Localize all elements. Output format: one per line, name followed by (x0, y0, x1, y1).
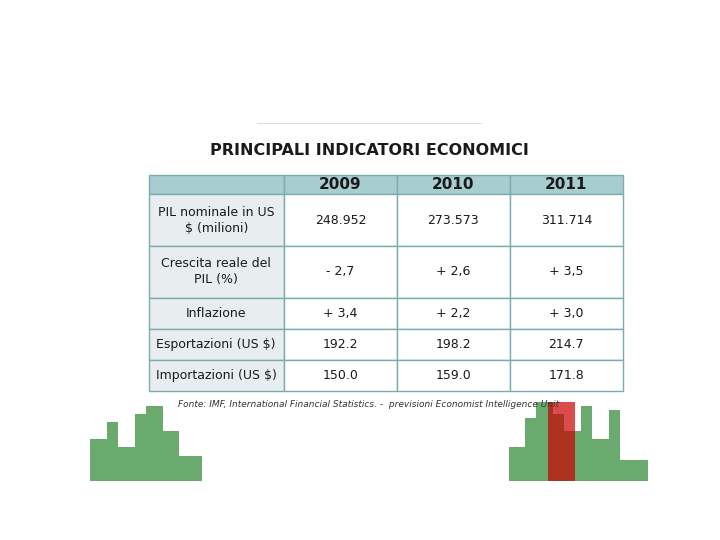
Text: Inflazione: Inflazione (186, 307, 246, 320)
Bar (148, 329, 284, 360)
Polygon shape (508, 402, 648, 481)
Text: 171.8: 171.8 (549, 369, 584, 382)
Bar (510, 298, 623, 329)
Bar (510, 175, 623, 194)
Text: 273.573: 273.573 (428, 214, 480, 227)
Text: + 3,4: + 3,4 (323, 307, 358, 320)
Bar (397, 194, 510, 246)
Text: 198.2: 198.2 (436, 338, 471, 351)
Text: Fonte: IMF, International Financial Statistics. -  previsioni Economist Intellig: Fonte: IMF, International Financial Stat… (179, 400, 559, 409)
Bar (284, 329, 397, 360)
Text: 2009: 2009 (319, 177, 361, 192)
Text: Esportazioni (US $): Esportazioni (US $) (156, 338, 276, 351)
Bar (284, 194, 397, 246)
Polygon shape (547, 402, 575, 481)
Bar (148, 246, 284, 298)
Text: PRINCIPALI INDICATORI ECONOMICI: PRINCIPALI INDICATORI ECONOMICI (210, 143, 528, 158)
Text: 192.2: 192.2 (323, 338, 358, 351)
Bar (510, 329, 623, 360)
Bar (284, 360, 397, 391)
Bar (397, 329, 510, 360)
Bar (510, 194, 623, 246)
Bar (284, 298, 397, 329)
Text: Crescita reale del
PIL (%): Crescita reale del PIL (%) (161, 257, 271, 286)
Bar (148, 298, 284, 329)
Bar (284, 175, 397, 194)
Text: + 3,5: + 3,5 (549, 265, 584, 278)
Text: PIL nominale in US
$ (milioni): PIL nominale in US $ (milioni) (158, 206, 274, 235)
Text: + 2,2: + 2,2 (436, 307, 471, 320)
Bar (148, 194, 284, 246)
Text: 2011: 2011 (545, 177, 588, 192)
Text: - 2,7: - 2,7 (326, 265, 354, 278)
Text: 311.714: 311.714 (541, 214, 592, 227)
Bar (510, 246, 623, 298)
Text: 159.0: 159.0 (436, 369, 472, 382)
Text: 248.952: 248.952 (315, 214, 366, 227)
Bar (397, 360, 510, 391)
Text: Importazioni (US $): Importazioni (US $) (156, 369, 276, 382)
Bar (397, 298, 510, 329)
Text: 214.7: 214.7 (549, 338, 584, 351)
Bar (148, 360, 284, 391)
Polygon shape (90, 406, 202, 481)
Text: 150.0: 150.0 (323, 369, 359, 382)
Text: + 3,0: + 3,0 (549, 307, 584, 320)
Bar (148, 175, 284, 194)
Text: 2010: 2010 (432, 177, 474, 192)
Bar (397, 175, 510, 194)
Bar (510, 360, 623, 391)
Bar (284, 246, 397, 298)
Text: + 2,6: + 2,6 (436, 265, 471, 278)
Bar (397, 246, 510, 298)
